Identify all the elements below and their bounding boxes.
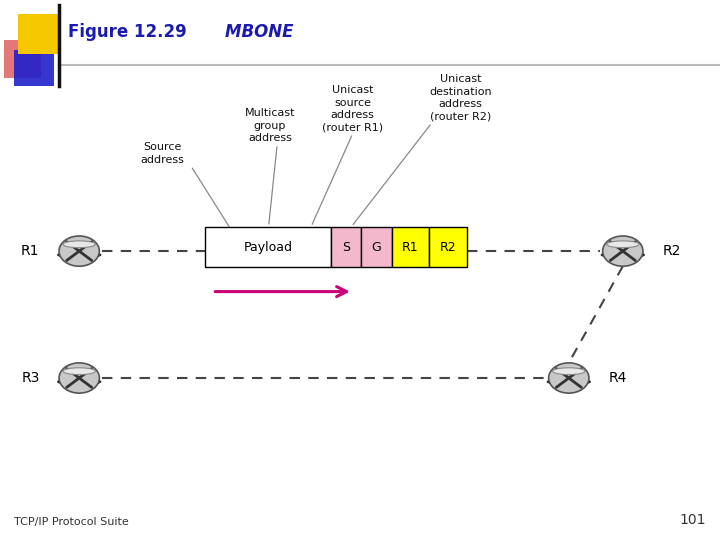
Text: Multicast
group
address: Multicast group address bbox=[245, 109, 295, 143]
Text: Payload: Payload bbox=[243, 240, 293, 254]
Text: Unicast
source
address
(router R1): Unicast source address (router R1) bbox=[323, 85, 383, 132]
Text: R2: R2 bbox=[439, 240, 456, 254]
Bar bbox=[429, 227, 467, 267]
Ellipse shape bbox=[57, 251, 102, 259]
Circle shape bbox=[549, 363, 589, 393]
Text: R4: R4 bbox=[608, 371, 627, 385]
Text: Source
address: Source address bbox=[140, 143, 184, 165]
Ellipse shape bbox=[600, 251, 645, 259]
Text: G: G bbox=[372, 240, 382, 254]
Text: R1: R1 bbox=[21, 244, 40, 258]
Text: S: S bbox=[342, 240, 351, 254]
Ellipse shape bbox=[57, 377, 102, 386]
Text: Figure 12.29: Figure 12.29 bbox=[68, 23, 187, 42]
Ellipse shape bbox=[607, 241, 639, 248]
Circle shape bbox=[603, 236, 643, 266]
Text: R3: R3 bbox=[21, 371, 40, 385]
Text: R2: R2 bbox=[662, 244, 681, 258]
Bar bbox=[205, 227, 331, 267]
Bar bbox=[18, 14, 58, 54]
Text: MBONE: MBONE bbox=[202, 23, 293, 42]
Ellipse shape bbox=[546, 377, 591, 386]
Text: R1: R1 bbox=[402, 240, 419, 254]
Circle shape bbox=[59, 363, 99, 393]
Circle shape bbox=[59, 236, 99, 266]
Bar bbox=[4, 40, 41, 78]
Ellipse shape bbox=[63, 241, 95, 248]
Bar bbox=[331, 227, 361, 267]
Ellipse shape bbox=[553, 368, 585, 375]
Ellipse shape bbox=[63, 368, 95, 375]
Text: TCP/IP Protocol Suite: TCP/IP Protocol Suite bbox=[14, 516, 129, 526]
Text: 101: 101 bbox=[679, 512, 706, 526]
Bar bbox=[14, 50, 54, 86]
Bar bbox=[361, 227, 392, 267]
Text: Unicast
destination
address
(router R2): Unicast destination address (router R2) bbox=[430, 75, 492, 122]
Bar bbox=[392, 227, 429, 267]
